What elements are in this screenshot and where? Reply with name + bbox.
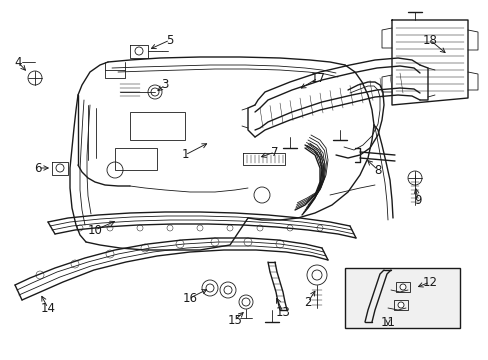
Text: 6: 6	[34, 162, 41, 175]
Text: 4: 4	[14, 55, 21, 68]
Bar	[393, 300, 407, 310]
Bar	[345, 268, 459, 328]
Text: 10: 10	[87, 224, 102, 237]
Text: 9: 9	[413, 194, 421, 207]
Text: 13: 13	[275, 306, 290, 319]
Text: 11: 11	[380, 315, 395, 328]
Text: 7: 7	[271, 145, 278, 158]
Circle shape	[399, 284, 405, 290]
Text: 2: 2	[304, 296, 311, 309]
Text: 1: 1	[181, 148, 188, 162]
Bar	[130, 112, 184, 140]
Bar	[395, 282, 409, 292]
Text: 14: 14	[41, 302, 55, 315]
Text: 18: 18	[422, 33, 437, 46]
Text: 16: 16	[182, 292, 197, 305]
Text: 5: 5	[166, 33, 173, 46]
Text: 12: 12	[422, 275, 437, 288]
Circle shape	[397, 302, 403, 308]
Circle shape	[56, 164, 64, 172]
Text: 17: 17	[310, 72, 325, 85]
Text: 15: 15	[227, 314, 242, 327]
Text: 3: 3	[161, 78, 168, 91]
Circle shape	[135, 47, 142, 55]
Text: 8: 8	[373, 163, 381, 176]
Bar	[115, 148, 157, 170]
